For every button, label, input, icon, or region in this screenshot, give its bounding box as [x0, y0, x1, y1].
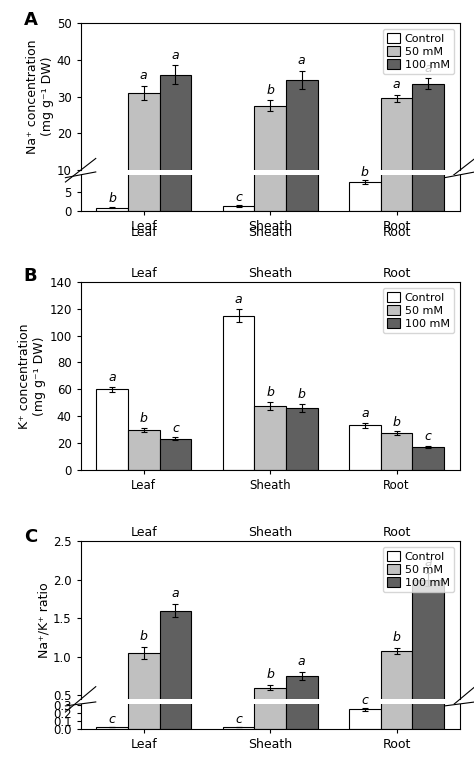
- Bar: [381, 99, 412, 211]
- Bar: [128, 93, 160, 207]
- Bar: [381, 98, 412, 207]
- Text: Root: Root: [383, 225, 411, 239]
- Text: Leaf: Leaf: [130, 526, 157, 539]
- Bar: [223, 315, 255, 469]
- Text: a: a: [361, 407, 369, 420]
- Bar: [128, 653, 160, 734]
- Bar: [223, 727, 255, 729]
- Bar: [349, 183, 381, 211]
- Text: Root: Root: [383, 267, 411, 280]
- Text: a: a: [172, 588, 179, 601]
- Text: A: A: [24, 12, 37, 29]
- Text: b: b: [392, 630, 401, 644]
- Bar: [96, 732, 128, 734]
- Bar: [160, 605, 191, 729]
- Bar: [160, 74, 191, 211]
- Text: Sheath: Sheath: [248, 225, 292, 239]
- Bar: [96, 727, 128, 729]
- Bar: [349, 426, 381, 469]
- Bar: [128, 430, 160, 469]
- Text: c: c: [109, 713, 116, 726]
- Bar: [160, 611, 191, 734]
- Text: a: a: [172, 49, 179, 62]
- Text: c: c: [235, 190, 242, 203]
- Bar: [255, 107, 286, 211]
- Text: a: a: [424, 61, 432, 74]
- Bar: [286, 80, 318, 207]
- Bar: [96, 204, 128, 207]
- Bar: [128, 647, 160, 729]
- Bar: [412, 84, 444, 211]
- Text: c: c: [425, 430, 432, 443]
- Text: b: b: [140, 413, 148, 426]
- Text: b: b: [140, 630, 148, 643]
- Text: a: a: [298, 54, 306, 67]
- Bar: [412, 447, 444, 469]
- Text: C: C: [24, 528, 37, 546]
- Bar: [381, 645, 412, 729]
- Bar: [96, 208, 128, 211]
- Bar: [160, 74, 191, 207]
- Text: b: b: [108, 193, 116, 206]
- Legend: Control, 50 mM, 100 mM: Control, 50 mM, 100 mM: [383, 288, 454, 333]
- Text: a: a: [235, 293, 242, 306]
- Text: a: a: [424, 557, 432, 569]
- Bar: [286, 676, 318, 734]
- Bar: [381, 433, 412, 469]
- Bar: [255, 406, 286, 469]
- Text: b: b: [298, 388, 306, 401]
- Legend: Control, 50 mM, 100 mM: Control, 50 mM, 100 mM: [383, 28, 454, 74]
- Text: a: a: [393, 78, 401, 91]
- Text: Sheath: Sheath: [248, 526, 292, 539]
- Bar: [160, 439, 191, 469]
- Bar: [255, 688, 286, 734]
- Bar: [128, 94, 160, 211]
- Bar: [286, 408, 318, 469]
- Text: b: b: [392, 416, 401, 429]
- Y-axis label: K⁺ concentration
(mg g⁻¹ DW): K⁺ concentration (mg g⁻¹ DW): [18, 323, 46, 429]
- Text: a: a: [109, 371, 116, 384]
- Bar: [223, 202, 255, 207]
- Bar: [349, 709, 381, 729]
- Bar: [223, 732, 255, 734]
- Legend: Control, 50 mM, 100 mM: Control, 50 mM, 100 mM: [383, 547, 454, 592]
- Text: Leaf: Leaf: [130, 267, 157, 280]
- Text: Leaf: Leaf: [130, 225, 157, 239]
- Bar: [349, 715, 381, 734]
- Bar: [286, 81, 318, 211]
- Bar: [412, 580, 444, 734]
- Text: c: c: [172, 422, 179, 435]
- Bar: [286, 670, 318, 729]
- Y-axis label: Na⁺ concentration
(mg g⁻¹ DW): Na⁺ concentration (mg g⁻¹ DW): [26, 39, 54, 154]
- Bar: [223, 206, 255, 211]
- Bar: [255, 106, 286, 207]
- Text: a: a: [298, 655, 306, 668]
- Text: a: a: [140, 69, 147, 82]
- Bar: [412, 574, 444, 729]
- Bar: [255, 683, 286, 729]
- Text: c: c: [235, 713, 242, 726]
- Text: b: b: [266, 387, 274, 400]
- Text: b: b: [266, 84, 274, 97]
- Y-axis label: Na⁺/K⁺ ratio: Na⁺/K⁺ ratio: [37, 582, 50, 658]
- Bar: [412, 84, 444, 207]
- Text: Root: Root: [383, 526, 411, 539]
- Text: b: b: [361, 166, 369, 179]
- Text: B: B: [24, 267, 37, 285]
- Text: b: b: [266, 669, 274, 682]
- Bar: [96, 389, 128, 469]
- Text: Sheath: Sheath: [248, 267, 292, 280]
- Bar: [349, 179, 381, 207]
- Text: c: c: [362, 694, 368, 707]
- Bar: [381, 650, 412, 734]
